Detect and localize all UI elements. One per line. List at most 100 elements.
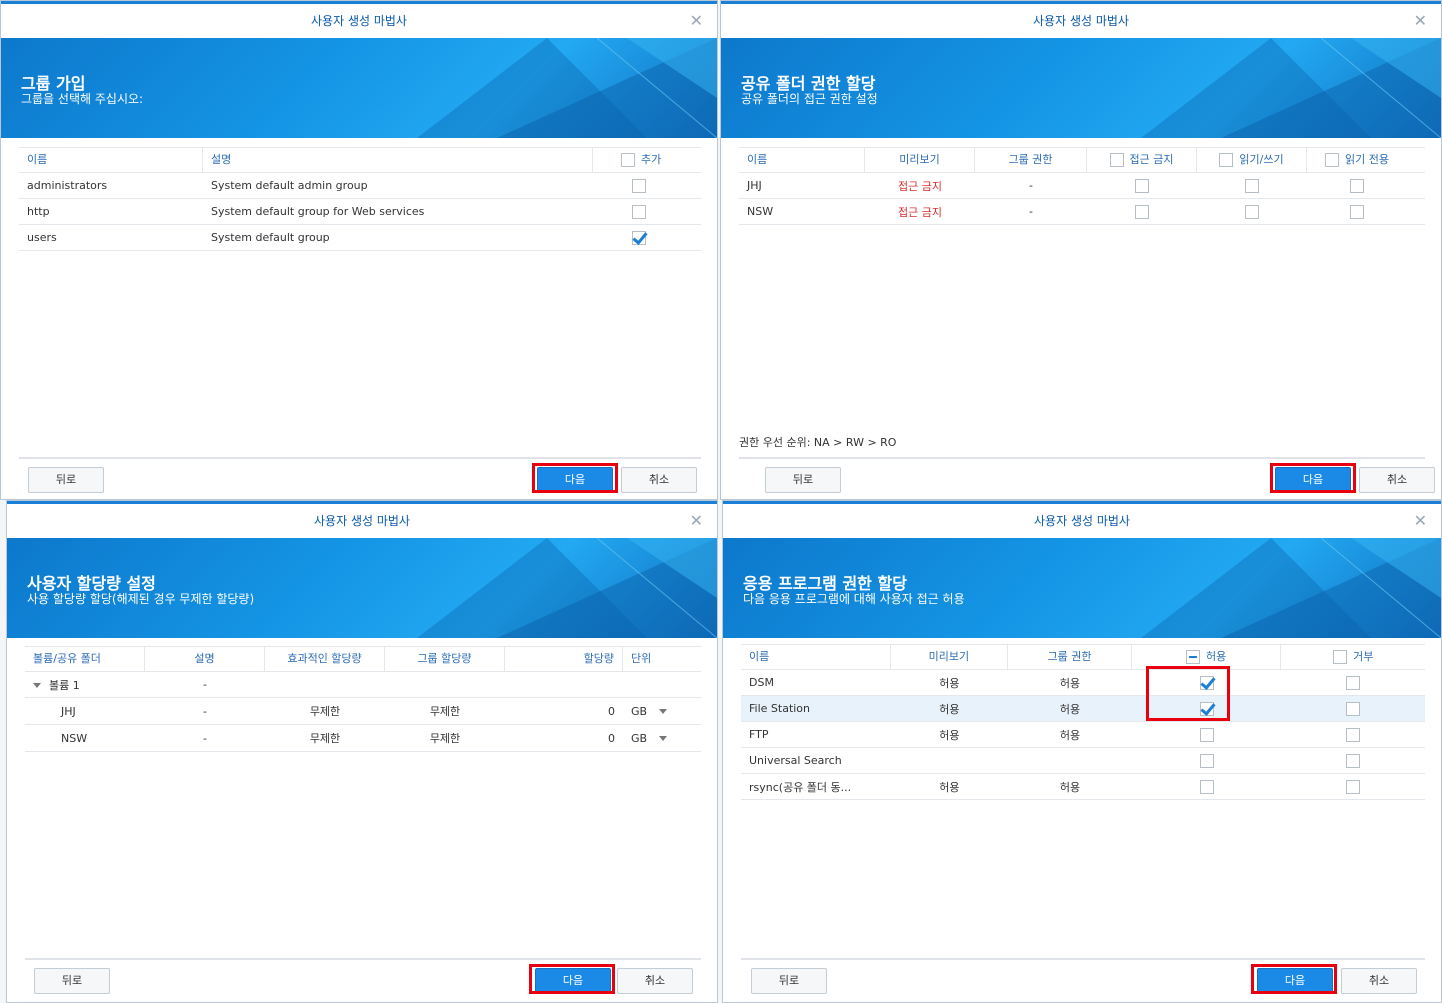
deny-checkbox[interactable] [1346, 753, 1361, 768]
app-permission-table: 이름 미리보기 그룹 권한 허용 거부 DSM 허용 허용 File Stati… [741, 644, 1425, 800]
table-header: 이름 미리보기 그룹 권한 접근 금지 읽기/쓰기 읽기 전용 [739, 147, 1425, 173]
group-name: administrators [27, 179, 108, 192]
read-only-checkbox[interactable] [1350, 204, 1364, 219]
application-permission-dialog: 사용자 생성 마법사 ✕ 응용 프로그램 권한 할당 다음 응용 프로그램에 대… [722, 500, 1442, 1003]
dropdown-arrow-icon[interactable] [659, 709, 668, 714]
cancel-button[interactable]: 취소 [1341, 968, 1417, 994]
column-header-read-only[interactable]: 읽기 전용 [1307, 148, 1407, 172]
column-header-add[interactable]: 추가 [593, 148, 689, 172]
read-only-all-checkbox[interactable] [1325, 153, 1339, 167]
table-header: 이름 미리보기 그룹 권한 허용 거부 [741, 644, 1425, 670]
preview-value: 허용 [939, 780, 960, 794]
column-header-allow[interactable]: 허용 [1132, 645, 1282, 669]
allow-checkbox[interactable] [1199, 701, 1214, 716]
cancel-button[interactable]: 취소 [1359, 467, 1435, 493]
table-row[interactable]: File Station 허용 허용 [741, 696, 1425, 722]
wizard-banner: 사용자 할당량 설정 사용 할당량 할당(해제된 경우 무제한 할당량) [7, 538, 717, 638]
column-header-group-permission[interactable]: 그룹 권한 [975, 148, 1087, 172]
column-header-preview[interactable]: 미리보기 [891, 645, 1009, 669]
deny-all-checkbox[interactable] [1333, 650, 1348, 664]
back-button[interactable]: 뒤로 [28, 467, 104, 493]
back-button[interactable]: 뒤로 [751, 968, 827, 994]
deny-checkbox[interactable] [1346, 727, 1361, 742]
table-row[interactable]: JHJ - 무제한 무제한 0 GB [25, 698, 701, 725]
add-checkbox[interactable] [632, 204, 646, 219]
column-header-preview[interactable]: 미리보기 [865, 148, 975, 172]
read-write-all-checkbox[interactable] [1219, 153, 1234, 167]
dropdown-arrow-icon[interactable] [659, 736, 668, 741]
add-checkbox[interactable] [632, 230, 646, 245]
close-icon[interactable]: ✕ [689, 11, 703, 30]
table-row[interactable]: JHJ 접근 금지 - [739, 173, 1425, 199]
read-write-checkbox[interactable] [1245, 178, 1259, 193]
read-only-checkbox[interactable] [1350, 178, 1364, 193]
priority-note: 권한 우선 순위: NA > RW > RO [739, 436, 897, 449]
column-header-name[interactable]: 이름 [19, 148, 203, 172]
folder-name: NSW [747, 205, 774, 218]
column-header-name[interactable]: 이름 [739, 148, 865, 172]
column-header-unit[interactable]: 단위 [631, 652, 652, 665]
allow-checkbox[interactable] [1199, 779, 1214, 794]
volume-row[interactable]: 볼륨 1 - [25, 672, 701, 698]
allow-checkbox[interactable] [1199, 753, 1214, 768]
deny-checkbox[interactable] [1346, 701, 1361, 716]
volume-description: - [203, 678, 207, 691]
table-row[interactable]: NSW 접근 금지 - [739, 199, 1425, 225]
quota-input[interactable]: 0 [608, 731, 615, 745]
read-write-checkbox[interactable] [1245, 204, 1259, 219]
table-row[interactable]: NSW - 무제한 무제한 0 GB [25, 725, 701, 752]
table-row[interactable]: DSM 허용 허용 [741, 670, 1425, 696]
highlight-box [532, 463, 618, 493]
next-button[interactable]: 다음 [1275, 467, 1351, 493]
highlight-box [1270, 463, 1356, 493]
column-header-description[interactable]: 설명 [145, 647, 265, 671]
collapse-arrow-icon[interactable] [33, 683, 41, 688]
group-permission-value: 허용 [1059, 728, 1081, 742]
column-header-group-quota[interactable]: 그룹 할당량 [385, 647, 505, 671]
column-header-name[interactable]: 이름 [741, 645, 891, 669]
no-access-checkbox[interactable] [1135, 204, 1149, 219]
volume-name: 볼륨 1 [49, 678, 80, 692]
no-access-all-checkbox[interactable] [1109, 153, 1124, 167]
select-all-checkbox[interactable] [621, 153, 635, 167]
column-header-no-access[interactable]: 접근 금지 [1087, 148, 1197, 172]
deny-checkbox[interactable] [1346, 779, 1361, 794]
table-row[interactable]: FTP 허용 허용 [741, 722, 1425, 748]
cancel-button[interactable]: 취소 [617, 968, 693, 994]
allow-checkbox[interactable] [1199, 727, 1214, 742]
table-row[interactable]: Universal Search [741, 748, 1425, 774]
allow-checkbox[interactable] [1199, 675, 1214, 690]
column-header-volume[interactable]: 볼륨/공유 폴더 [25, 647, 145, 671]
dialog-footer: 뒤로 다음 취소 [25, 958, 701, 1000]
close-icon[interactable]: ✕ [1413, 511, 1427, 530]
wizard-banner: 그룹 가입 그룹을 선택해 주십시오: [1, 38, 717, 138]
close-icon[interactable]: ✕ [1413, 11, 1427, 30]
group-table: 이름 설명 추가 administrators System default a… [19, 147, 701, 251]
unit-select[interactable]: GB [623, 705, 699, 718]
table-row[interactable]: administrators System default admin grou… [19, 173, 701, 199]
column-header-deny[interactable]: 거부 [1281, 645, 1425, 669]
table-row[interactable]: rsync(공유 폴더 동... 허용 허용 [741, 774, 1425, 800]
effective-quota: 무제한 [309, 732, 341, 745]
no-access-checkbox[interactable] [1135, 178, 1149, 193]
next-button[interactable]: 다음 [1257, 968, 1333, 994]
deny-checkbox[interactable] [1346, 675, 1361, 690]
close-icon[interactable]: ✕ [689, 511, 703, 530]
column-header-group-permission[interactable]: 그룹 권한 [1008, 645, 1132, 669]
back-button[interactable]: 뒤로 [34, 968, 110, 994]
cancel-button[interactable]: 취소 [621, 467, 697, 493]
app-name: Universal Search [749, 754, 842, 767]
dialog-title: 사용자 생성 마법사 [314, 514, 410, 528]
column-header-effective-quota[interactable]: 효과적인 할당량 [265, 647, 385, 671]
effective-quota: 무제한 [309, 705, 341, 718]
column-header-description[interactable]: 설명 [203, 148, 593, 172]
add-checkbox[interactable] [632, 178, 646, 193]
column-header-read-write[interactable]: 읽기/쓰기 [1197, 148, 1307, 172]
column-header-quota[interactable]: 할당량 [505, 647, 623, 671]
quota-input[interactable]: 0 [608, 704, 615, 718]
table-row[interactable]: users System default group [19, 225, 701, 251]
unit-select[interactable]: GB [623, 732, 699, 745]
allow-all-checkbox[interactable] [1186, 650, 1201, 664]
table-row[interactable]: http System default group for Web servic… [19, 199, 701, 225]
back-button[interactable]: 뒤로 [765, 467, 841, 493]
